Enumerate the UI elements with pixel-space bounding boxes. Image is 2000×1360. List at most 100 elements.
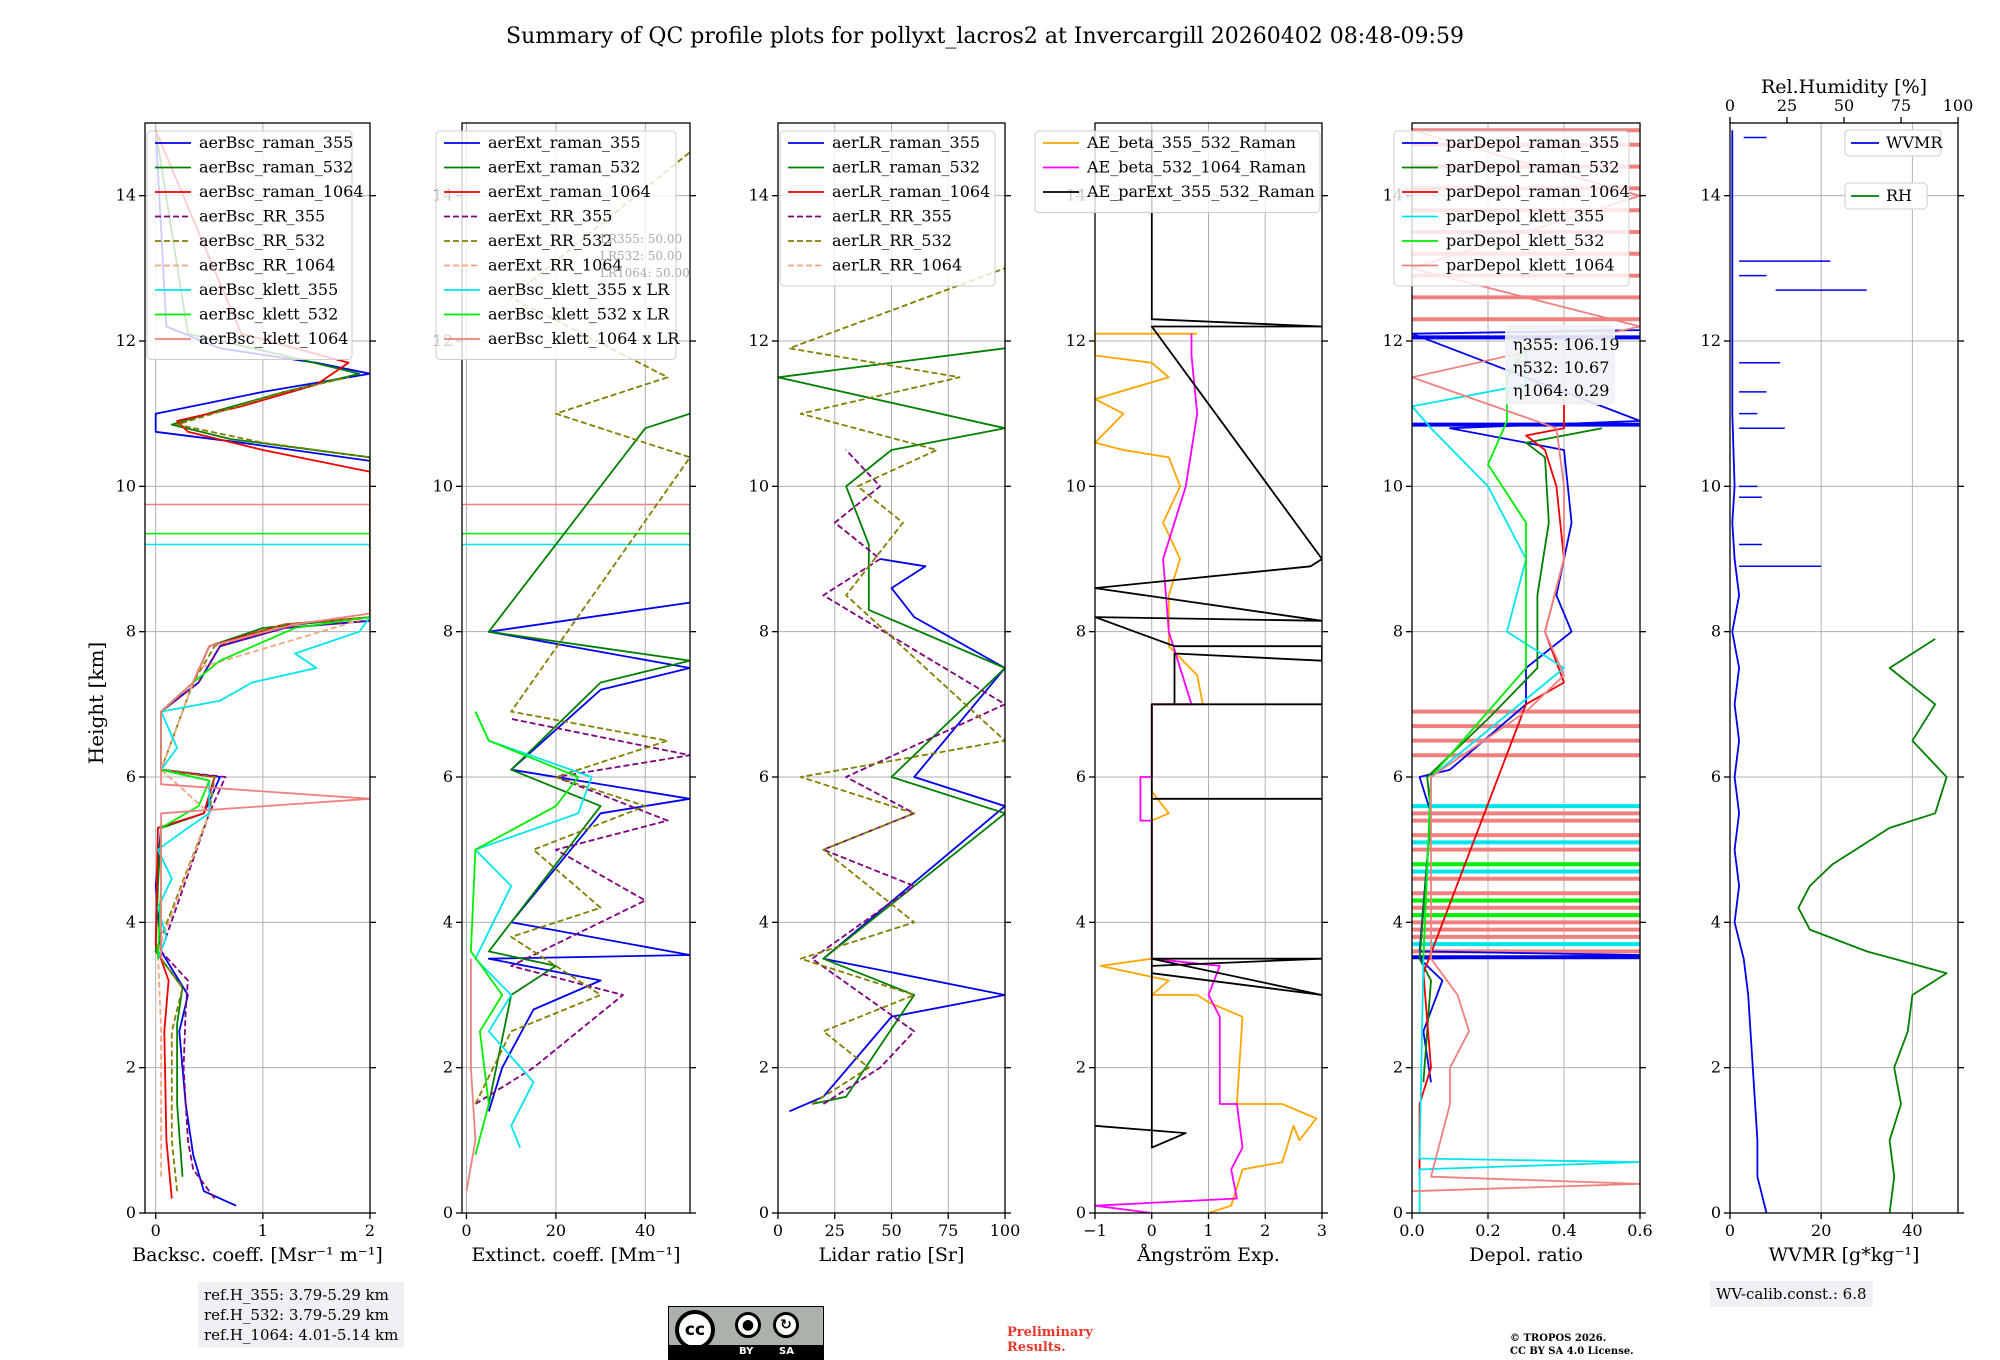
plot-area <box>1412 128 1640 1213</box>
lidar-ratio-annotation: LR355: 50.00 <box>600 232 682 246</box>
copyright-line-1: © TROPOS 2026. <box>1510 1333 1607 1344</box>
y-tick-label: 6 <box>1393 767 1403 786</box>
y-tick-label: 0 <box>126 1203 136 1222</box>
series-aerbsc-klett-1064 <box>160 612 370 959</box>
legend-label: aerBsc_klett_1064 x LR <box>488 329 680 348</box>
legend-label: aerExt_RR_532 <box>488 231 612 250</box>
axes-frame <box>1729 122 1959 1214</box>
y-tick-label: 10 <box>1701 476 1721 495</box>
y-tick-label: 0 <box>1076 1203 1086 1222</box>
y-tick-label: 6 <box>759 767 769 786</box>
y-tick-label: 10 <box>749 476 769 495</box>
legend-label: aerExt_raman_532 <box>488 158 641 177</box>
legend-label: aerExt_raman_1064 <box>488 182 651 201</box>
series-aerbsc-klett-532-x-lr <box>469 711 580 1156</box>
y-tick-label: 2 <box>126 1058 136 1077</box>
panel-angstrom: −1012302468101214Ångström Exp.AE_beta_35… <box>1034 122 1328 1266</box>
series-aerlr-rr-532 <box>788 267 1005 1105</box>
y-tick-label: 2 <box>759 1058 769 1077</box>
wv-calib-box: WV-calib.const.: 6.8 <box>1710 1281 1873 1307</box>
x-tick-label: 50 <box>881 1221 901 1240</box>
series-aerext-rr-532 <box>474 151 690 1105</box>
panel-extinction: 0204002468101214Extinct. coeff. [Mm⁻¹]ae… <box>433 122 696 1266</box>
panel-wv: 0 20 40 0 2 4 6 8 10 12 14 WVMR [g*kg⁻¹] 0 25 50 75 100 R… <box>1701 76 1974 1266</box>
legend-label: AE_beta_355_532_Raman <box>1086 133 1296 152</box>
series-pardepol-raman-532 <box>1418 427 1603 1083</box>
lidar-ratio-annotation: LR532: 50.00 <box>600 249 682 263</box>
eta-annotation: η355: 106.19 <box>1513 335 1620 354</box>
plot-area <box>145 129 370 1207</box>
top-x-tick-label: 50 <box>1834 96 1854 115</box>
y-tick-label: 14 <box>749 186 769 205</box>
y-tick-label: 6 <box>443 767 453 786</box>
y-tick-label: 6 <box>1076 767 1086 786</box>
y-tick-label: 8 <box>1076 622 1086 641</box>
x-tick-label: 75 <box>938 1221 958 1240</box>
ref-h-355: ref.H_355: 3.79-5.29 km <box>204 1286 389 1304</box>
copyright-line-2: CC BY SA 4.0 License. <box>1510 1346 1634 1357</box>
series-pardepol-raman-355 <box>1412 329 1640 1083</box>
x-axis-label: Ångström Exp. <box>1136 1244 1280 1266</box>
legend-label: aerLR_RR_532 <box>832 231 952 250</box>
y-tick-label: 0 <box>443 1203 453 1222</box>
y-tick-label: 14 <box>1701 186 1721 205</box>
x-tick-label: 3 <box>1317 1221 1327 1240</box>
cc-by-person-icon: ● <box>735 1312 761 1338</box>
y-tick-label: 12 <box>1383 331 1403 350</box>
series-aerext-rr-355 <box>474 718 690 1105</box>
legend-label: parDepol_klett_532 <box>1446 231 1604 250</box>
y-tick-label: 8 <box>443 622 453 641</box>
legend-label: aerLR_raman_1064 <box>832 182 990 201</box>
legend-box <box>1034 130 1321 213</box>
legend-label: parDepol_raman_355 <box>1446 133 1619 152</box>
preliminary-line-2: Results. <box>1007 1340 1066 1355</box>
y-tick-label: 2 <box>1393 1058 1403 1077</box>
eta-annotation: η532: 10.67 <box>1513 358 1609 377</box>
series-wvmr <box>1731 130 1768 1213</box>
cc-license-logo: cc ● ↻ BY SA <box>668 1306 824 1360</box>
legend-label: parDepol_klett_355 <box>1446 207 1604 226</box>
y-tick-label: 10 <box>1383 476 1403 495</box>
eta-annotation: η1064: 0.29 <box>1513 381 1609 400</box>
legend-box <box>146 130 353 360</box>
top-x-tick-label: 100 <box>1943 96 1974 115</box>
series-aerext-raman-355 <box>487 601 690 1112</box>
y-tick-label: 4 <box>126 912 136 931</box>
x-tick-label: 0 <box>773 1221 783 1240</box>
x-tick-label: 25 <box>825 1221 845 1240</box>
series-pardepol-klett-355 <box>1412 348 1640 1213</box>
legend: aerBsc_raman_355 aerBsc_raman_532 aerBsc_r… <box>146 130 364 360</box>
y-tick-label: 10 <box>433 476 453 495</box>
legend-label: aerBsc_RR_1064 <box>199 256 335 275</box>
figure-title: Summary of QC profile plots for pollyxt_… <box>506 24 1464 49</box>
top-x-axis-label: Rel.Humidity [%] <box>1761 76 1927 98</box>
legend-label: AE_beta_532_1064_Raman <box>1086 158 1306 177</box>
legend-label: aerExt_RR_1064 <box>488 256 623 275</box>
y-tick-label: 2 <box>443 1058 453 1077</box>
series-aerlr-rr-355 <box>811 449 1005 1105</box>
x-tick-label: −1 <box>1083 1221 1107 1240</box>
x-tick-label: 40 <box>1902 1221 1922 1240</box>
y-tick-label: 6 <box>126 767 136 786</box>
legend-label: aerExt_RR_355 <box>488 207 612 226</box>
top-x-tick-label: 0 <box>1725 96 1735 115</box>
x-axis-label: Lidar ratio [Sr] <box>819 1244 965 1266</box>
legend: parDepol_raman_355 parDepol_raman_532 parD… <box>1393 130 1630 287</box>
y-tick-label: 12 <box>116 331 136 350</box>
top-x-tick-label: 25 <box>1777 96 1797 115</box>
legend-box <box>1844 129 1942 157</box>
x-tick-label: 100 <box>990 1221 1021 1240</box>
cc-by-label: BY <box>739 1346 754 1357</box>
series-aerlr-raman-532 <box>778 347 1005 1105</box>
legend-label: parDepol_klett_1064 <box>1446 256 1615 275</box>
plot-area <box>778 267 1005 1113</box>
legend-label: aerLR_raman_532 <box>832 158 980 177</box>
legend: aerExt_raman_355 aerExt_raman_532 aerExt_r… <box>435 130 680 360</box>
axes-frame <box>461 122 691 1214</box>
plot-area <box>1731 130 1948 1213</box>
x-axis-label: WVMR [g*kg⁻¹] <box>1769 1244 1920 1266</box>
legend-label: aerBsc_raman_1064 <box>199 182 364 201</box>
plot-area <box>462 151 690 1192</box>
legend-label: AE_parExt_355_532_Raman <box>1086 182 1315 201</box>
